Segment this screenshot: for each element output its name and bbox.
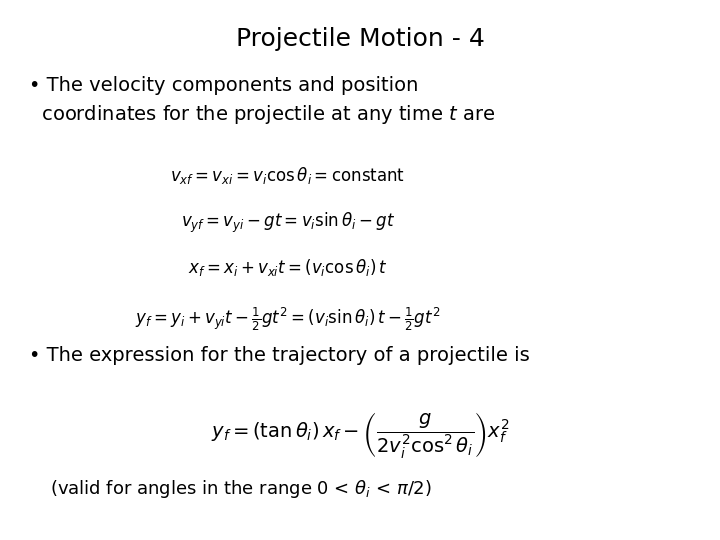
Text: • The velocity components and position: • The velocity components and position	[29, 76, 418, 94]
Text: $y_f = y_i + v_{yi}t - \frac{1}{2}gt^2 = (v_i \sin \theta_i)\, t - \frac{1}{2}gt: $y_f = y_i + v_{yi}t - \frac{1}{2}gt^2 =…	[135, 305, 441, 333]
Text: Projectile Motion - 4: Projectile Motion - 4	[235, 27, 485, 51]
Text: $v_{yf} = v_{yi} - gt = v_i \sin \theta_i - gt$: $v_{yf} = v_{yi} - gt = v_i \sin \theta_…	[181, 211, 395, 235]
Text: (valid for angles in the range 0 < $\theta_i$ < $\pi$/2): (valid for angles in the range 0 < $\the…	[50, 478, 432, 500]
Text: $y_f = (\tan \theta_i)\, x_f - \left(\dfrac{g}{2v_i^2 \cos^2 \theta_i}\right) x_: $y_f = (\tan \theta_i)\, x_f - \left(\df…	[211, 410, 509, 461]
Text: $x_f = x_i + v_{xi}t = (v_i \cos \theta_i)\, t$: $x_f = x_i + v_{xi}t = (v_i \cos \theta_…	[188, 256, 388, 278]
Text: $v_{xf} = v_{xi} = v_i \cos \theta_i = \mathrm{constant}$: $v_{xf} = v_{xi} = v_i \cos \theta_i = \…	[171, 165, 405, 186]
Text: • The expression for the trajectory of a projectile is: • The expression for the trajectory of a…	[29, 346, 529, 365]
Text: coordinates for the projectile at any time $t$ are: coordinates for the projectile at any ti…	[29, 103, 495, 126]
